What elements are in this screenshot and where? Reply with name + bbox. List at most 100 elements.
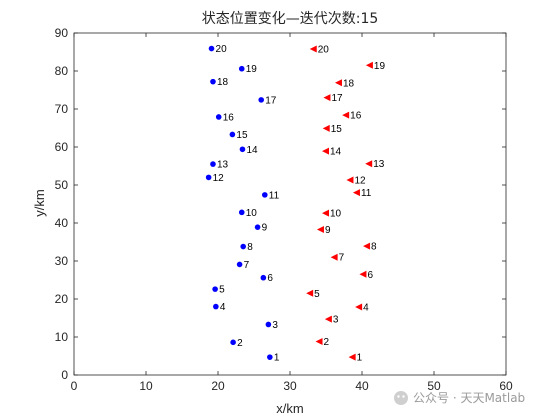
blue-point-15 [229, 131, 236, 138]
blue-point-5 [212, 286, 218, 292]
red-point-11 [352, 189, 360, 197]
point-label: 3 [333, 315, 339, 326]
point-label: 18 [343, 78, 355, 89]
plot-frame [73, 32, 507, 376]
x-tick-label: 40 [355, 379, 369, 393]
point-label: 10 [246, 208, 258, 219]
red-point-19 [365, 61, 373, 69]
blue-point-17 [258, 97, 265, 103]
blue-point-11 [262, 192, 268, 198]
point-label: 17 [331, 93, 343, 104]
blue-point-3 [265, 321, 272, 328]
point-label: 1 [274, 353, 280, 364]
blue-point-4 [213, 303, 219, 310]
red-point-12 [346, 176, 354, 184]
x-tick-label: 20 [211, 379, 225, 393]
point-label: 20 [216, 44, 228, 55]
red-point-16 [342, 111, 350, 119]
blue-point-19 [238, 65, 245, 72]
y-tick-label: 10 [55, 330, 69, 344]
red-point-10 [322, 209, 329, 217]
point-label: 12 [354, 176, 366, 187]
point-label: 19 [246, 64, 258, 75]
blue-point-12 [205, 174, 212, 181]
point-label: 11 [361, 188, 372, 199]
y-axis-label: y/km [32, 189, 47, 216]
blue-point-8 [240, 243, 246, 250]
point-label: 5 [219, 285, 225, 296]
data-points: 1234567891011121314151617181920123456789… [205, 44, 386, 364]
y-tick-label: 60 [55, 140, 69, 154]
x-tick-label: 50 [427, 379, 441, 393]
point-label: 1 [357, 353, 363, 364]
point-label: 4 [220, 302, 226, 313]
point-label: 15 [236, 130, 248, 141]
red-point-18 [334, 79, 342, 87]
y-tick-label: 0 [61, 368, 68, 382]
point-label: 7 [244, 260, 250, 271]
point-label: 18 [217, 77, 229, 88]
point-label: 8 [371, 242, 377, 253]
point-label: 9 [262, 223, 268, 234]
point-label: 8 [247, 242, 253, 253]
blue-point-10 [238, 209, 245, 216]
wechat-icon-eye-left [397, 395, 400, 398]
point-label: 12 [213, 173, 225, 184]
point-label: 14 [330, 147, 342, 158]
wechat-icon [394, 391, 408, 405]
point-label: 6 [367, 270, 373, 281]
x-tick-label: 60 [499, 379, 513, 393]
red-point-1 [348, 353, 356, 361]
y-tick-label: 70 [55, 102, 69, 116]
blue-point-1 [267, 354, 273, 360]
point-label: 17 [265, 95, 277, 106]
y-tick-label: 90 [55, 26, 69, 40]
red-point-4 [355, 303, 363, 311]
y-tick-label: 30 [55, 254, 69, 268]
point-label: 2 [237, 338, 243, 349]
x-axis-label: x/km [276, 401, 303, 416]
blue-point-6 [260, 274, 267, 281]
blue-point-7 [236, 261, 243, 268]
point-label: 7 [339, 253, 345, 264]
blue-point-20 [208, 45, 215, 52]
x-tick-label: 30 [283, 379, 297, 393]
blue-point-9 [254, 224, 261, 230]
red-point-9 [316, 225, 324, 233]
y-tick-label: 80 [55, 64, 69, 78]
point-label: 9 [325, 225, 331, 236]
point-label: 16 [223, 112, 235, 123]
point-label: 19 [374, 61, 386, 72]
point-label: 2 [324, 337, 330, 348]
watermark: 公众号 · 天天Matlab [394, 391, 525, 405]
point-label: 11 [269, 190, 280, 201]
blue-point-2 [230, 339, 236, 346]
red-point-2 [315, 338, 323, 346]
blue-point-16 [215, 114, 222, 120]
red-point-20 [309, 45, 317, 53]
x-tick-label: 10 [139, 379, 153, 393]
point-label: 20 [318, 44, 330, 55]
point-label: 4 [363, 302, 369, 313]
red-point-8 [363, 242, 371, 250]
watermark-text: 公众号 · 天天Matlab [413, 391, 525, 405]
blue-point-14 [239, 146, 246, 153]
red-point-17 [323, 94, 331, 102]
chart-title: 状态位置变化—迭代次数:15 [202, 11, 379, 27]
y-tick-label: 40 [55, 216, 69, 230]
blue-point-18 [210, 78, 216, 85]
y-tick-label: 20 [55, 292, 69, 306]
point-label: 16 [350, 111, 362, 122]
point-label: 13 [217, 160, 229, 171]
point-label: 3 [272, 320, 278, 331]
point-label: 15 [331, 124, 343, 135]
red-point-13 [365, 160, 373, 168]
wechat-icon-eye-right [402, 395, 405, 398]
red-point-6 [359, 270, 367, 278]
point-label: 13 [373, 159, 385, 170]
y-tick-label: 50 [55, 178, 69, 192]
red-point-3 [324, 315, 332, 323]
x-tick-label: 0 [71, 379, 78, 393]
axes: 0 10 20 30 40 50 60 0 10 20 30 40 50 60 70 80 90 [55, 26, 513, 393]
